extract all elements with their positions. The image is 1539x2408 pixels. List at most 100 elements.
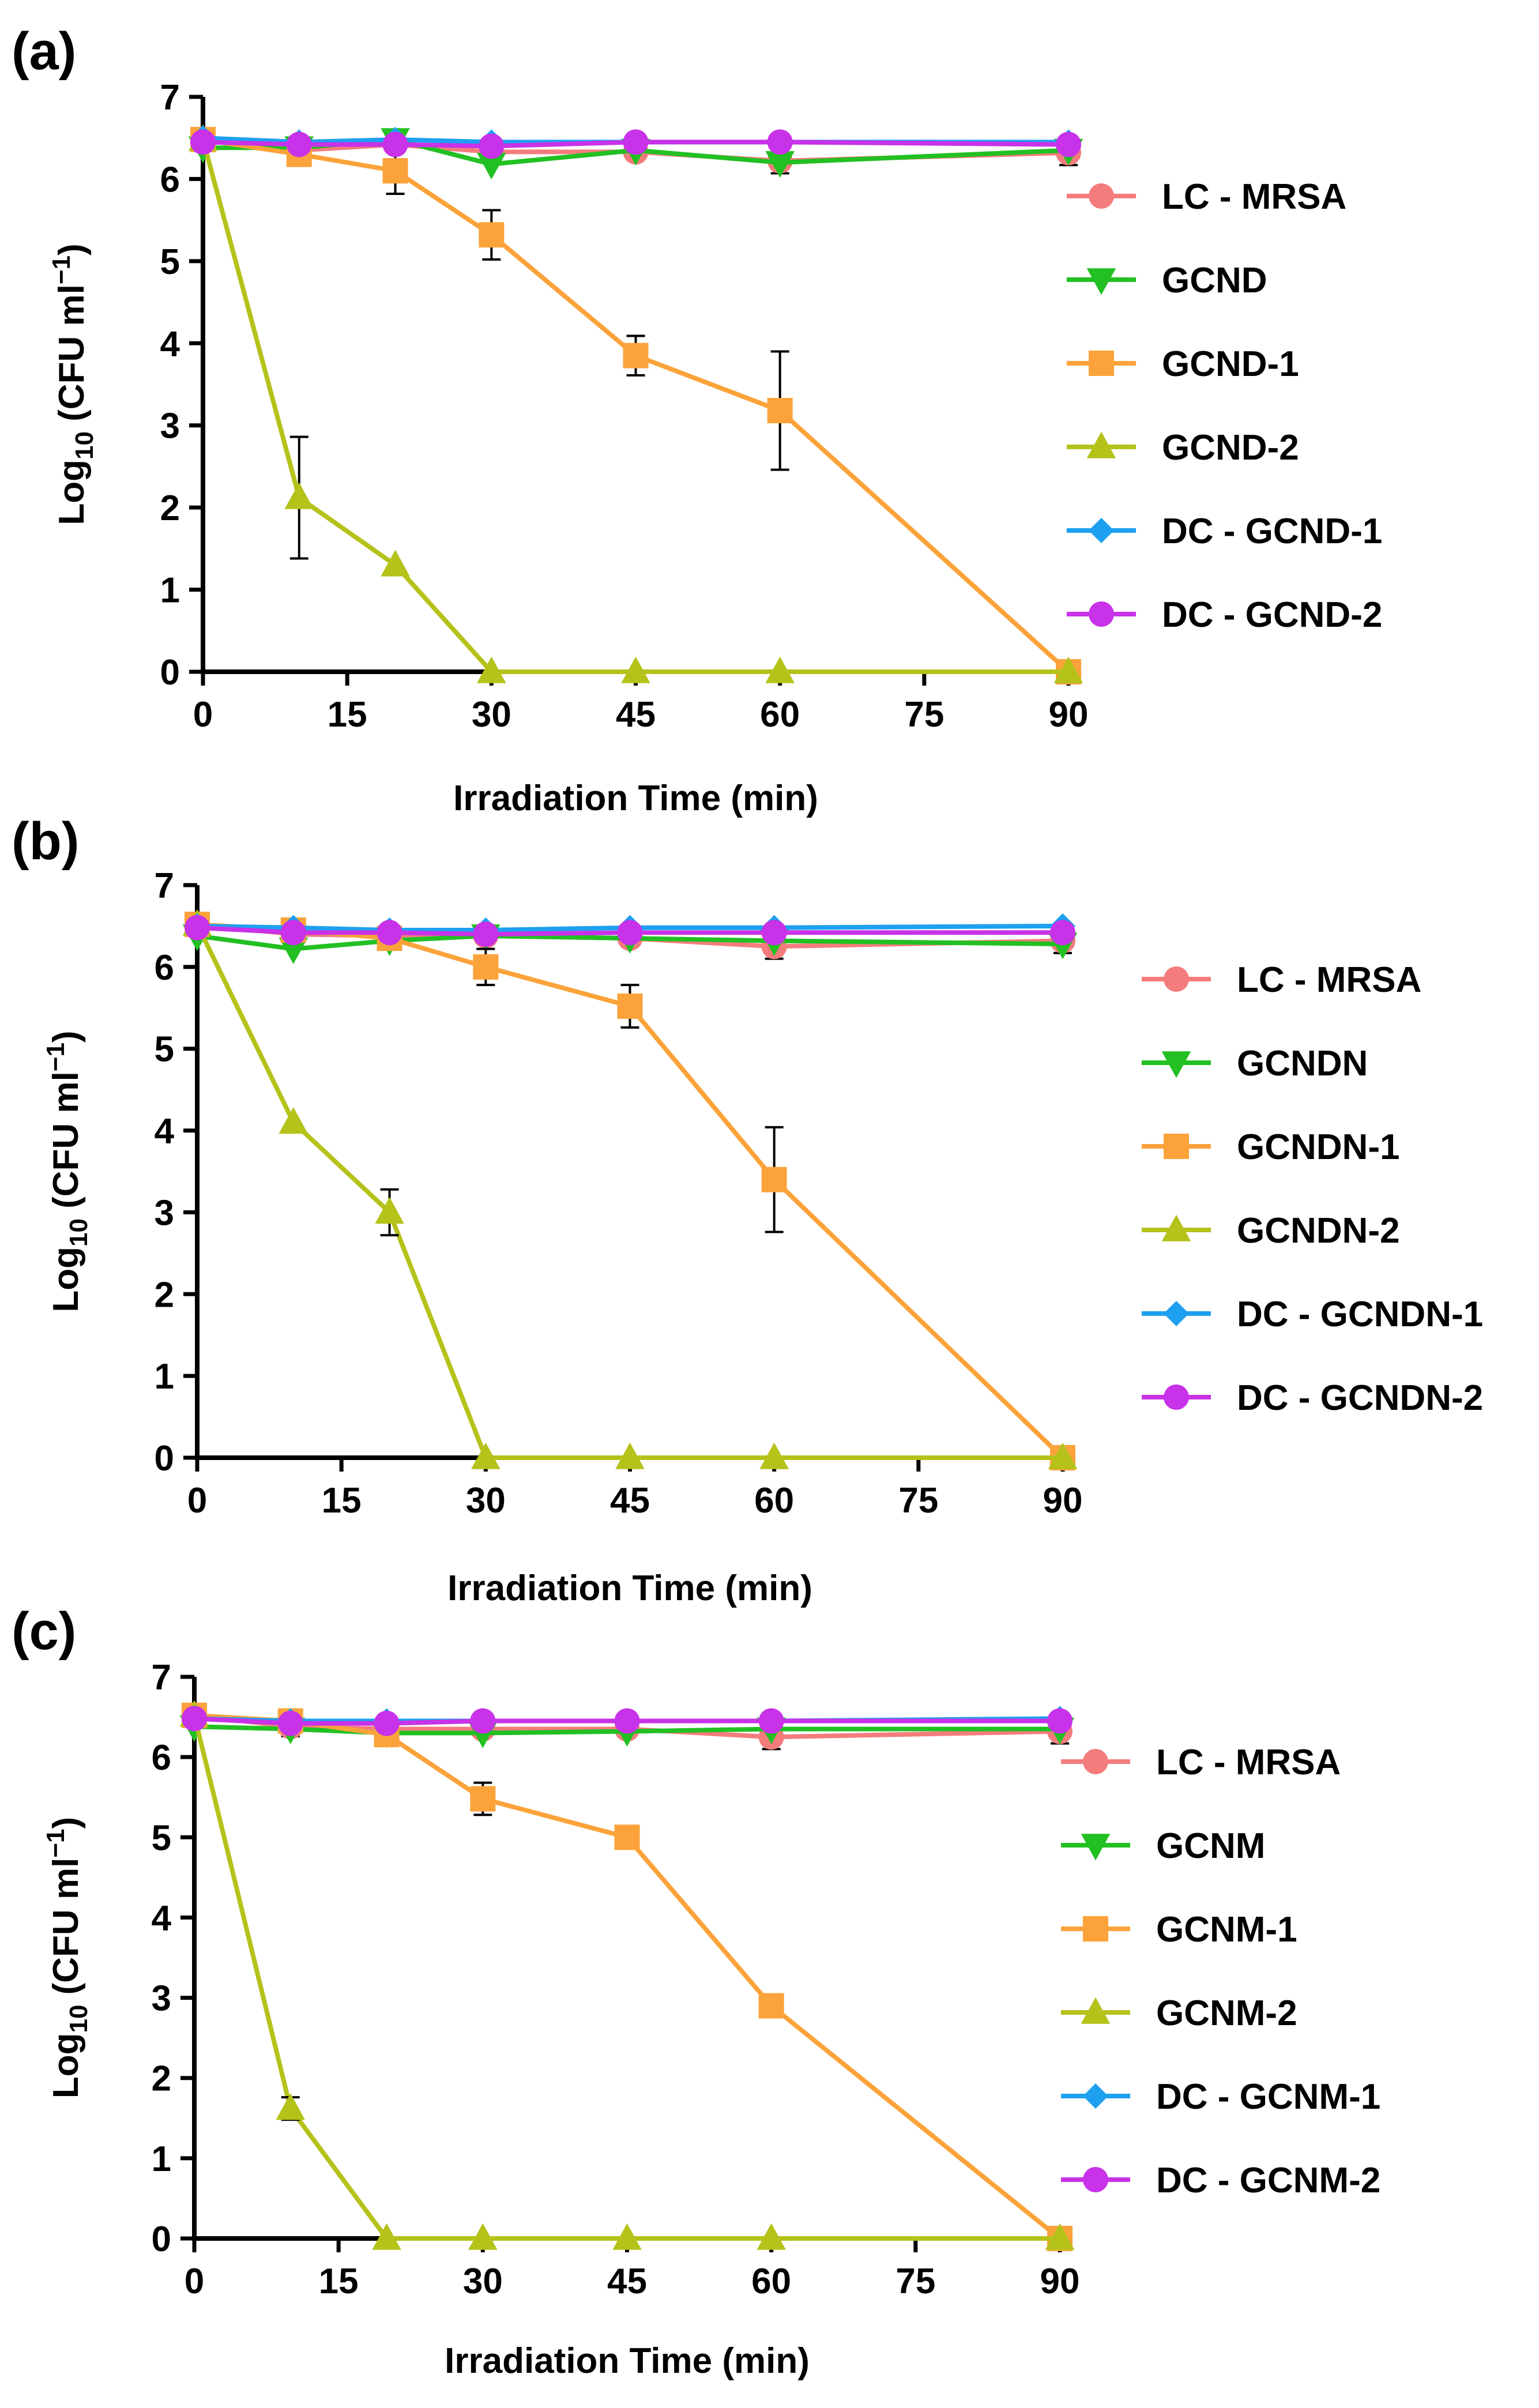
legend-label: GCNDN-2	[1237, 1211, 1399, 1251]
data-point	[612, 2223, 642, 2250]
y-axis-title: Log10 (CFU ml−1)	[47, 243, 99, 525]
data-point	[477, 152, 506, 180]
data-point	[286, 131, 312, 157]
legend-label: DC - GCNM-2	[1156, 2161, 1380, 2200]
legend-marker	[1164, 1134, 1189, 1159]
data-point	[276, 2093, 306, 2120]
data-point	[381, 550, 410, 577]
series-gcnd-2	[188, 124, 1083, 683]
data-point	[477, 656, 506, 683]
x-tick-label: 75	[904, 695, 944, 735]
data-point	[765, 151, 795, 178]
legend-marker	[1083, 1749, 1108, 1774]
x-tick-label: 15	[319, 2262, 359, 2301]
series-line	[192, 1714, 1060, 2241]
legend: LC - MRSA GCNDN GCNDN-1 GCNDN-2 DC - GCNDN-1…	[1142, 960, 1483, 1418]
legend-label: DC - GCND-2	[1162, 595, 1382, 635]
data-point	[617, 993, 643, 1019]
data-point	[279, 937, 308, 965]
y-tick-label: 6	[152, 1738, 171, 1778]
data-point	[623, 129, 649, 155]
y-tick-label: 0	[155, 1439, 174, 1478]
panel-label: (b)	[12, 812, 79, 871]
x-tick-label: 90	[1043, 1481, 1083, 1521]
x-tick-label: 90	[1049, 695, 1089, 735]
data-point	[473, 954, 499, 980]
y-tick-label: 1	[152, 2139, 171, 2179]
y-tick-label: 3	[160, 407, 180, 446]
data-point	[765, 656, 795, 683]
data-point	[615, 1442, 645, 1469]
x-axis-title: Irradiation Time (min)	[453, 778, 818, 818]
legend: LC - MRSA GCNM GCNM-1 GCNM-2 DC - GCNM-1 DC -…	[1061, 1743, 1380, 2200]
data-point	[614, 1708, 640, 1734]
data-point	[1056, 131, 1081, 157]
data-point	[767, 129, 793, 155]
data-point	[382, 131, 408, 157]
legend-label: LC - MRSA	[1237, 960, 1421, 1000]
x-tick-label: 15	[322, 1481, 362, 1521]
legend-marker	[1164, 1384, 1189, 1410]
data-point	[471, 1442, 501, 1469]
y-tick-label: 4	[155, 1112, 175, 1152]
data-point	[279, 1107, 308, 1134]
data-point	[377, 920, 402, 946]
data-point	[479, 133, 505, 159]
legend-item: GCND	[1067, 261, 1267, 300]
data-point	[758, 1708, 784, 1734]
series-gcnm-2	[179, 1700, 1075, 2250]
y-tick-label: 2	[160, 488, 180, 528]
series-gcnm-1	[182, 1702, 1073, 2251]
y-tick-label: 0	[152, 2219, 171, 2259]
series-line	[202, 137, 1070, 674]
data-point	[761, 920, 787, 946]
data-point	[374, 1710, 400, 1736]
y-tick-label: 5	[155, 1030, 174, 1070]
x-tick-label: 0	[187, 1481, 207, 1521]
legend-marker	[1081, 1997, 1111, 2024]
x-tick-label: 75	[895, 2262, 935, 2301]
y-tick-label: 4	[152, 1898, 172, 1938]
data-point	[758, 1993, 784, 2019]
series-gcndn-2	[182, 909, 1078, 1469]
panel-label: (a)	[12, 22, 76, 81]
data-point	[284, 482, 314, 509]
y-tick-label: 0	[160, 653, 180, 693]
legend-marker	[1089, 601, 1114, 627]
x-tick-label: 60	[760, 695, 800, 735]
y-tick-label: 2	[152, 2059, 171, 2099]
series-dc-gcndn-2	[185, 915, 1075, 947]
data-point	[470, 1708, 496, 1734]
panel-label: (c)	[12, 1602, 76, 1661]
legend-label: GCNM	[1156, 1826, 1265, 1866]
legend-item: GCNDN-1	[1142, 1127, 1399, 1167]
series-line	[201, 139, 1068, 674]
data-point	[470, 1786, 496, 1812]
legend-label: GCND-2	[1162, 428, 1299, 468]
legend-item: LC - MRSA	[1061, 1743, 1341, 1782]
legend-label: GCNM-2	[1156, 1993, 1297, 2033]
x-tick-label: 45	[607, 2262, 647, 2301]
data-point	[1053, 656, 1083, 683]
legend-marker	[1081, 1834, 1111, 1861]
legend-label: DC - GCNDN-2	[1237, 1378, 1483, 1418]
data-point	[1047, 1708, 1073, 1734]
legend-label: LC - MRSA	[1162, 177, 1346, 217]
series-dc-gcnd-2	[190, 129, 1081, 159]
y-tick-label: 2	[155, 1275, 174, 1315]
y-tick-label: 3	[155, 1193, 174, 1233]
x-tick-label: 0	[193, 695, 213, 735]
data-point	[761, 1167, 787, 1192]
y-tick-label: 1	[155, 1357, 174, 1397]
x-tick-label: 60	[751, 2262, 791, 2301]
data-point	[382, 158, 408, 184]
data-point	[757, 2223, 786, 2250]
legend-item: GCNDN-2	[1142, 1211, 1399, 1251]
y-tick-label: 6	[155, 948, 174, 988]
y-tick-label: 1	[160, 571, 180, 611]
legend-item: DC - GCNDN-2	[1142, 1378, 1483, 1418]
y-tick-label: 7	[160, 78, 180, 118]
y-tick-label: 6	[160, 160, 180, 200]
